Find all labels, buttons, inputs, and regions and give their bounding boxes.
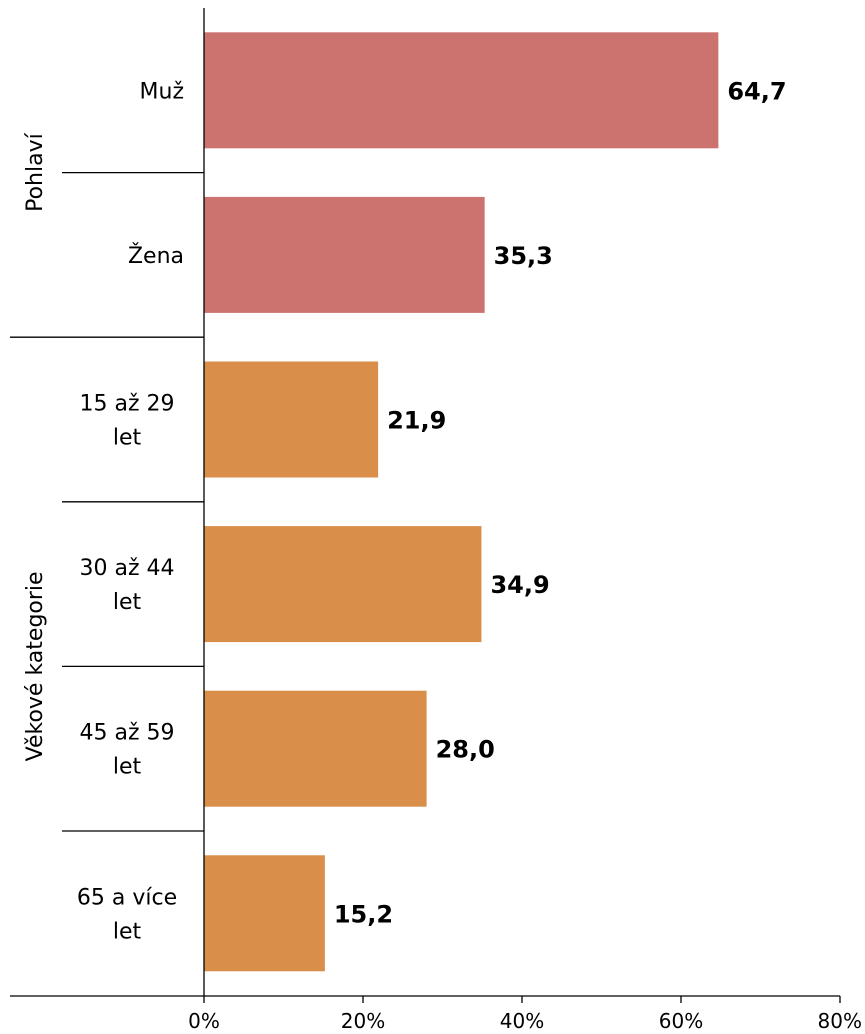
data-label: 64,7 [727,77,786,105]
category-label: let [113,755,142,780]
category-label: Muž [140,79,184,104]
category-label: Žena [128,243,184,269]
category-label: 15 až 29 [79,392,174,417]
category-label: let [113,426,142,451]
category-label: let [113,919,142,944]
bar [204,526,482,643]
group-label: Věkové kategorie [23,571,48,761]
bar [204,196,485,313]
x-tick-label: 20% [341,1009,385,1033]
data-label: 28,0 [436,736,495,764]
group-label: Pohlaví [23,132,48,211]
x-tick-label: 60% [659,1009,703,1033]
bar [204,690,427,807]
bar [204,361,379,478]
category-label: 45 až 59 [79,721,174,746]
data-label: 34,9 [490,571,549,599]
data-label: 21,9 [387,407,446,435]
x-tick-label: 0% [188,1009,220,1033]
category-label: let [113,590,142,615]
data-label: 35,3 [494,242,553,270]
data-label: 15,2 [334,900,393,928]
x-tick-label: 80% [818,1009,862,1033]
category-label: 30 až 44 [79,556,174,581]
bar [204,32,719,149]
bar [204,855,325,972]
x-tick-label: 40% [500,1009,544,1033]
category-label: 65 a více [77,885,177,910]
